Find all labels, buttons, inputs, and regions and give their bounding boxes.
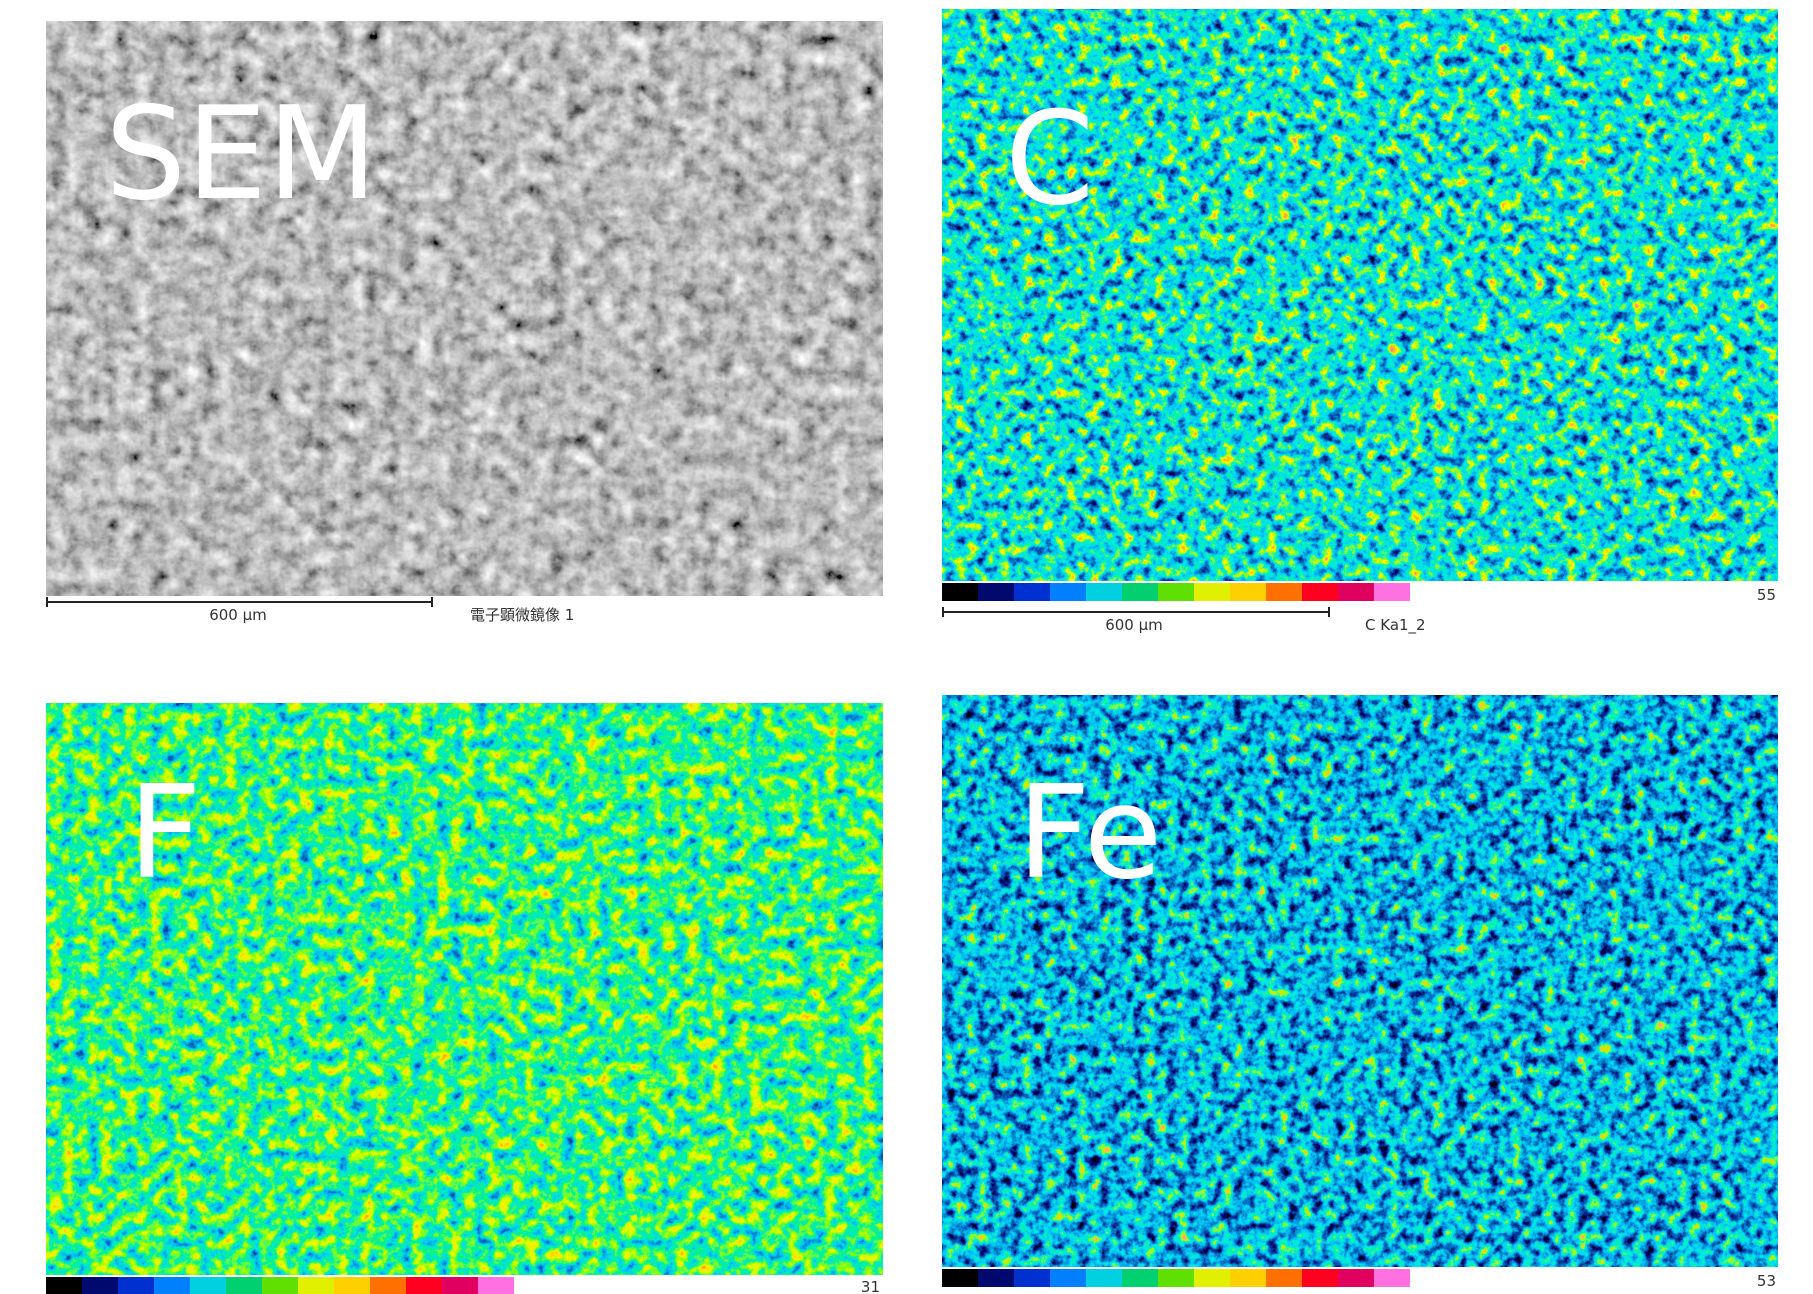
colorbar-swatch [1122,583,1158,601]
colorbar-swatch [1194,1269,1230,1287]
sem-image [46,21,883,596]
colorbar-swatch [226,1277,262,1294]
colorbar-swatch [942,583,978,601]
colorbar-swatch [1194,583,1230,601]
colorbar-swatch [262,1277,298,1294]
colorbar-swatch [1050,583,1086,601]
c-map [942,9,1778,581]
colorbar-max: 53 [1757,1272,1776,1290]
colorbar-swatch [1302,1269,1338,1287]
colorbar-max: 31 [861,1278,880,1294]
colorbar-swatch [1014,1269,1050,1287]
colorbar-swatch [1014,583,1050,601]
colorbar-max: 55 [1757,586,1776,604]
panel-label: Fe [1017,759,1162,908]
colorbar-swatch [978,583,1014,601]
colorbar-swatch [1374,1269,1410,1287]
fe-map [942,695,1778,1267]
colorbar-swatch [154,1277,190,1294]
colorbar [46,1277,514,1294]
colorbar-swatch [334,1277,370,1294]
colorbar-swatch [190,1277,226,1294]
panel-label: SEM [105,80,378,229]
colorbar-swatch [1086,1269,1122,1287]
panel-label: F [128,759,202,908]
colorbar-swatch [1230,1269,1266,1287]
colorbar-swatch [1338,1269,1374,1287]
colorbar-swatch [82,1277,118,1294]
colorbar-swatch [118,1277,154,1294]
colorbar-swatch [370,1277,406,1294]
f-map [46,703,883,1275]
colorbar-swatch [1266,1269,1302,1287]
colorbar-swatch [442,1277,478,1294]
colorbar-swatch [46,1277,82,1294]
scale-text: 600 μm [209,606,267,624]
colorbar-swatch [1050,1269,1086,1287]
caption: 電子顕微鏡像 1 [470,606,574,624]
colorbar-swatch [478,1277,514,1294]
colorbar-swatch [406,1277,442,1294]
colorbar-swatch [1266,583,1302,601]
scale-bar [46,597,433,607]
colorbar-swatch [1302,583,1338,601]
colorbar-swatch [1086,583,1122,601]
colorbar [942,583,1410,601]
colorbar-swatch [298,1277,334,1294]
colorbar-swatch [942,1269,978,1287]
scale-bar [942,607,1330,617]
colorbar-swatch [1158,583,1194,601]
colorbar-swatch [1122,1269,1158,1287]
colorbar [942,1269,1410,1287]
colorbar-swatch [1230,583,1266,601]
colorbar-swatch [1374,583,1410,601]
scale-text: 600 μm [1105,616,1163,634]
panel-label: C [1005,85,1094,234]
colorbar-swatch [978,1269,1014,1287]
colorbar-swatch [1338,583,1374,601]
colorbar-swatch [1158,1269,1194,1287]
caption: C Ka1_2 [1365,616,1426,635]
